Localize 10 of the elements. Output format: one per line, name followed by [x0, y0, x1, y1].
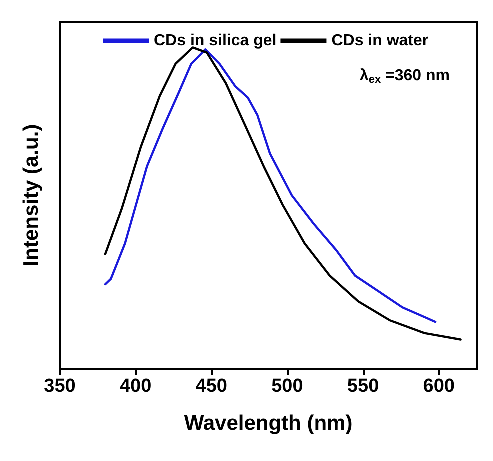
x-tick-label: 350: [44, 376, 76, 397]
y-axis-title: Intensity (a.u.): [20, 124, 43, 267]
x-tick-label: 450: [196, 376, 228, 397]
x-axis-title: Wavelength (nm): [184, 412, 353, 435]
legend-label: CDs in water: [332, 32, 429, 50]
x-tick-label: 500: [272, 376, 304, 397]
x-tick-label: 600: [423, 376, 455, 397]
x-tick-label: 400: [120, 376, 152, 397]
legend-label: CDs in silica gel: [154, 32, 277, 50]
x-tick-label: 550: [347, 376, 380, 397]
